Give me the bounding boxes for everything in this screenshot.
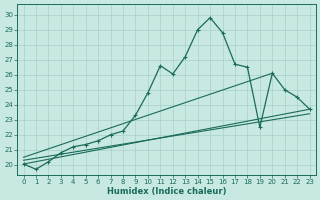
X-axis label: Humidex (Indice chaleur): Humidex (Indice chaleur) bbox=[107, 187, 226, 196]
